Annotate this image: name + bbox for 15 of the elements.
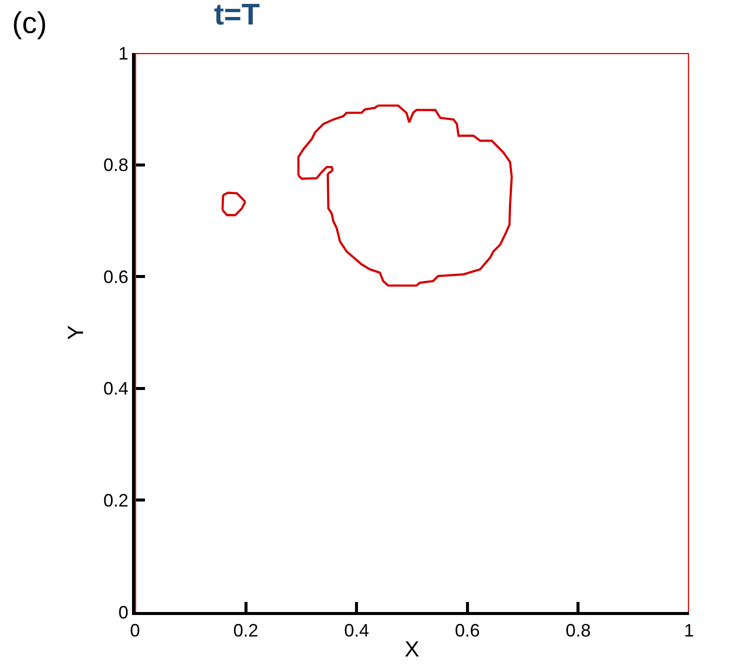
- y-tick-label: 0.6: [103, 266, 128, 287]
- x-tick-label: 0.4: [344, 620, 370, 641]
- y-tick-label: 0.4: [103, 378, 128, 399]
- y-tick-label: 0.8: [103, 155, 128, 176]
- chart-title: t=T: [214, 0, 260, 32]
- y-tick-label: 1: [118, 43, 128, 64]
- text: (c): [12, 7, 47, 40]
- x-tick-label: 0.8: [566, 620, 591, 641]
- x-tick-label: 0.6: [454, 620, 480, 641]
- x-axis-title: X: [404, 636, 420, 662]
- y-axis-title: Y: [63, 324, 88, 340]
- x-tick-label: 0.2: [233, 620, 258, 641]
- x-tick-label: 1: [684, 620, 694, 641]
- y-tick-label: 0.2: [103, 490, 128, 510]
- y-tick-label: 0: [118, 602, 128, 622]
